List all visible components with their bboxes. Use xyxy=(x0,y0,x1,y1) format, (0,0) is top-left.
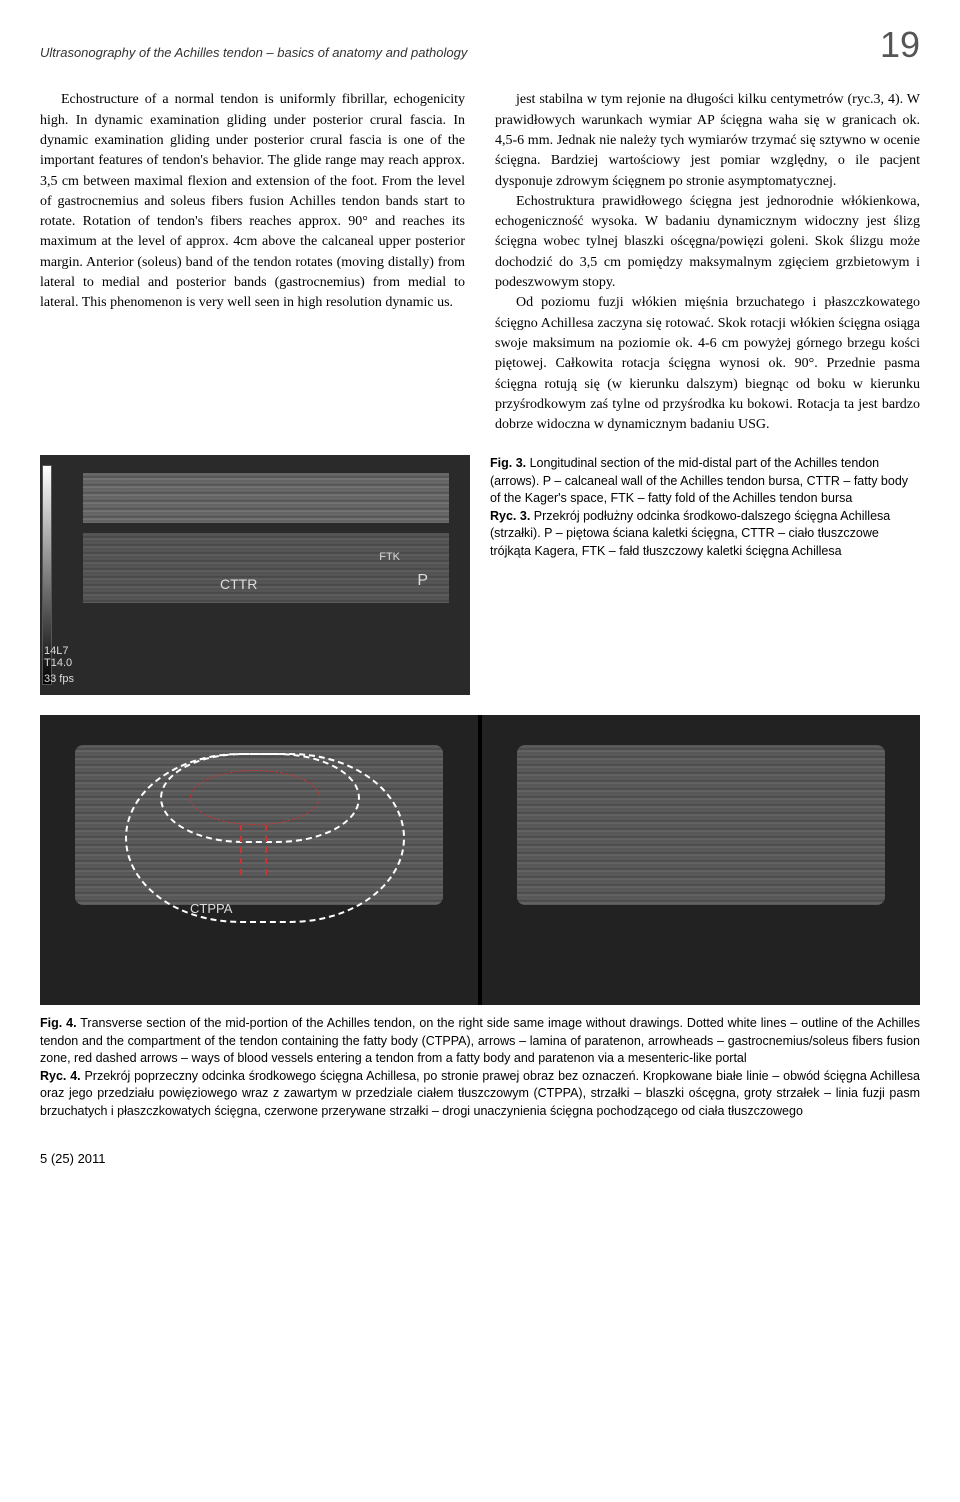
overlay-fps: 33 fps xyxy=(44,672,74,687)
ultrasound-band xyxy=(83,473,449,523)
red-arrow-mark xyxy=(240,825,242,875)
figure-4-label-en: Fig. 4. xyxy=(40,1016,77,1030)
figure-4-caption: Fig. 4. Transverse section of the mid-po… xyxy=(40,1015,920,1120)
left-paragraph: Echostructure of a normal tendon is unif… xyxy=(40,90,465,313)
figure-3-label-pl: Ryc. 3. xyxy=(490,509,530,523)
figure-3-text-pl: Przekrój podłużny odcinka środkowo-dalsz… xyxy=(490,509,890,558)
figure-4-container: CTPPA Fig. 4. Transverse section of the … xyxy=(40,715,920,1120)
page-number: 19 xyxy=(880,20,920,70)
ultrasound-band xyxy=(83,533,449,603)
overlay-label-cttr: CTTR xyxy=(220,575,257,595)
red-arrow-mark xyxy=(265,825,267,875)
running-title: Ultrasonography of the Achilles tendon –… xyxy=(40,44,467,62)
ultrasound-band xyxy=(517,745,885,905)
right-paragraph-3: Od poziomu fuzji włókien mięśnia brzucha… xyxy=(495,293,920,435)
figure-4-image-pair: CTPPA xyxy=(40,715,920,1005)
right-column: jest stabilna w tym rejonie na długości … xyxy=(495,90,920,435)
right-paragraph-2: Echostruktura prawidłowego ścięgna jest … xyxy=(495,192,920,293)
running-header: Ultrasonography of the Achilles tendon –… xyxy=(40,20,920,70)
issue-number: 5 (25) 2011 xyxy=(40,1151,106,1166)
overlay-label-ftk: FTK xyxy=(379,550,400,565)
page-footer: 5 (25) 2011 xyxy=(40,1150,920,1168)
overlay-label-ctppa: CTPPA xyxy=(190,900,232,918)
figure-3-text-en: Longitudinal section of the mid-distal p… xyxy=(490,456,908,505)
figure-4-right-image xyxy=(482,715,920,1005)
figure-3-image: CTTR FTK P 14L7 T14.0 33 fps xyxy=(40,455,470,695)
figure-3-caption: Fig. 3. Longitudinal section of the mid-… xyxy=(490,455,920,560)
overlay-label-p: P xyxy=(417,570,428,592)
figure-4-left-image: CTPPA xyxy=(40,715,478,1005)
figure-4-text-pl: Przekrój poprzeczny odcinka środkowego ś… xyxy=(40,1069,920,1118)
right-paragraph-1: jest stabilna w tym rejonie na długości … xyxy=(495,90,920,191)
overlay-freq: T14.0 xyxy=(44,656,72,671)
body-columns: Echostructure of a normal tendon is unif… xyxy=(40,90,920,435)
figure-4-text-en: Transverse section of the mid-portion of… xyxy=(40,1016,920,1065)
figure-3-label-en: Fig. 3. xyxy=(490,456,526,470)
figure-3-row: CTTR FTK P 14L7 T14.0 33 fps Fig. 3. Lon… xyxy=(40,455,920,695)
figure-4-label-pl: Ryc. 4. xyxy=(40,1069,81,1083)
left-column: Echostructure of a normal tendon is unif… xyxy=(40,90,465,435)
